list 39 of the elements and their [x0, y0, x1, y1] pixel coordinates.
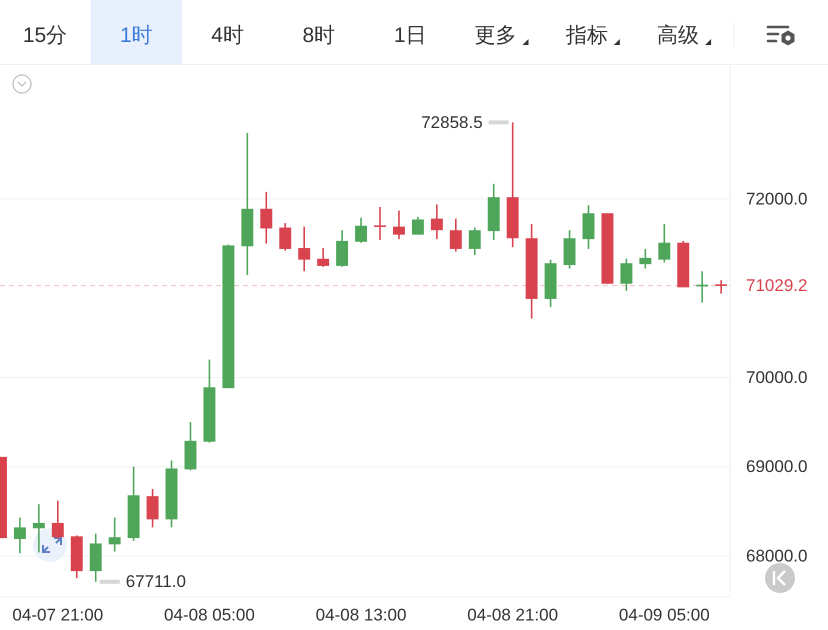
text: 更多: [474, 24, 516, 47]
candlestick: [317, 247, 330, 268]
candlestick: [412, 216, 424, 236]
text: 8时: [302, 24, 336, 47]
x-tick-label: 04-08 13:00: [316, 606, 406, 624]
y-tick-label: 70000.0: [746, 368, 808, 387]
text: 15分: [22, 24, 68, 47]
text: 指标: [564, 24, 608, 47]
candlestick: [658, 223, 670, 264]
text: 1时: [120, 24, 153, 47]
candlestick: [298, 226, 310, 272]
candlestick: [696, 270, 708, 304]
candlestick: [392, 210, 405, 240]
candlestick: [715, 279, 728, 294]
candlestick: [146, 488, 159, 528]
candlestick: [639, 248, 652, 270]
text: 4时: [211, 24, 244, 47]
x-tick-label: 04-08 21:00: [467, 606, 558, 624]
candlestick: [108, 516, 121, 552]
text: 高级: [657, 24, 700, 47]
candlestick: [620, 258, 632, 292]
y-tick-label: 68000.0: [746, 546, 808, 566]
candlestick: [260, 191, 272, 244]
ref-line-label: 71029.2: [746, 276, 808, 296]
y-tick-label: 69000.0: [746, 457, 808, 476]
candlestick: [279, 222, 292, 252]
candlestick: [450, 218, 462, 252]
text: 1日: [394, 24, 427, 47]
x-tick-label: 04-09 05:00: [618, 606, 710, 624]
annotation: 67711.0: [126, 572, 186, 592]
x-tick-label: 04-07 21:00: [12, 606, 104, 624]
x-tick-label: 04-08 05:00: [164, 606, 255, 624]
candlestick: [430, 204, 443, 240]
candlestick: [355, 216, 368, 244]
candlestick: [374, 206, 386, 241]
y-tick-label: 72000.0: [746, 189, 808, 208]
candlestick: [468, 226, 481, 256]
candlestick: [14, 516, 26, 554]
annotation: 72858.5: [421, 112, 483, 132]
